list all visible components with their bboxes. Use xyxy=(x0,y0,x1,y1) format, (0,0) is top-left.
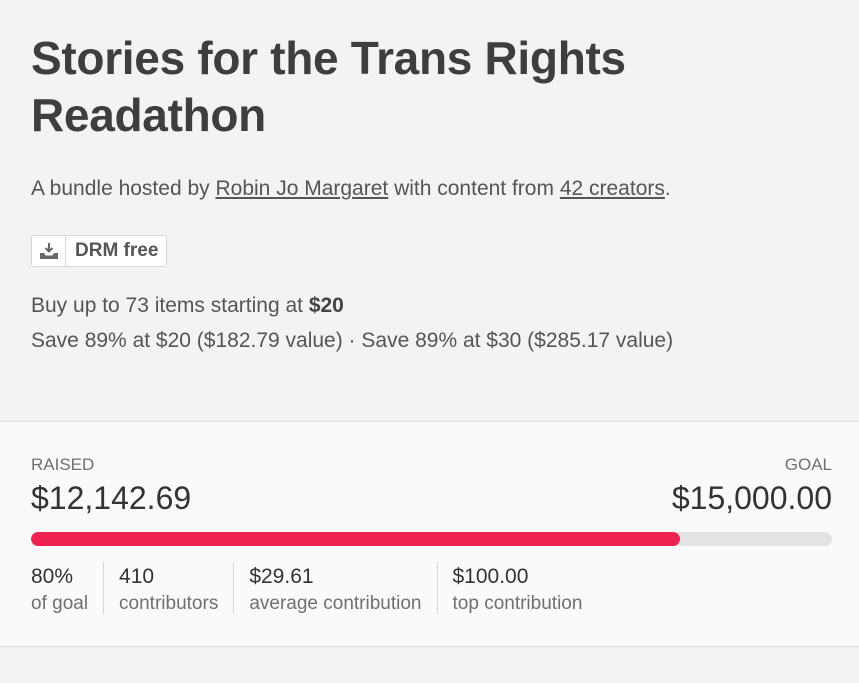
stat-label: contributors xyxy=(119,593,219,614)
goal-label: GOAL xyxy=(784,455,832,474)
stat-label: top contribution xyxy=(452,593,583,614)
host-link[interactable]: Robin Jo Margaret xyxy=(215,177,389,200)
stat-value: 80% xyxy=(31,565,74,588)
bundle-header: Stories for the Trans Rights Readathon A… xyxy=(31,32,828,352)
page-title: Stories for the Trans Rights Readathon xyxy=(31,32,626,141)
raised-label: RAISED xyxy=(31,455,95,474)
stat-label: of goal xyxy=(31,593,89,614)
subtitle-suffix: . xyxy=(664,177,671,200)
progress-fill xyxy=(31,532,680,546)
stat-value: $29.61 xyxy=(249,565,314,588)
stat-value: 410 xyxy=(119,565,155,588)
savings-summary: Save 89% at $20 ($182.79 value) · Save 8… xyxy=(31,329,674,352)
buy-price: $20 xyxy=(308,294,344,317)
bundle-subtitle: A bundle hosted by Robin Jo Margaret wit… xyxy=(31,177,828,201)
buy-text: Buy up to 73 items starting at xyxy=(31,294,309,317)
download-tray-icon xyxy=(32,236,66,266)
raised-amount: $12,142.69 xyxy=(31,480,192,516)
stat-percent-goal: 80% of goal xyxy=(31,562,103,614)
stat-label: average contribution xyxy=(249,593,422,614)
funding-stats: 80% of goal 410 contributors $29.61 aver… xyxy=(31,562,597,614)
stat-contributors: 410 contributors xyxy=(103,562,233,614)
buy-summary: Buy up to 73 items starting at $20 xyxy=(31,294,828,318)
progress-bar xyxy=(31,532,832,546)
stat-average-contribution: $29.61 average contribution xyxy=(233,562,436,614)
goal-amount: $15,000.00 xyxy=(671,480,832,516)
stat-top-contribution: $100.00 top contribution xyxy=(436,562,598,614)
stat-value: $100.00 xyxy=(452,565,529,588)
subtitle-middle: with content from xyxy=(388,177,560,200)
subtitle-prefix: A bundle hosted by xyxy=(31,177,216,200)
creators-link[interactable]: 42 creators xyxy=(559,177,665,200)
drm-free-label: DRM free xyxy=(75,240,159,261)
drm-free-badge: DRM free xyxy=(31,235,168,267)
funding-panel: RAISED GOAL $12,142.69 $15,000.00 80% of… xyxy=(0,421,859,647)
